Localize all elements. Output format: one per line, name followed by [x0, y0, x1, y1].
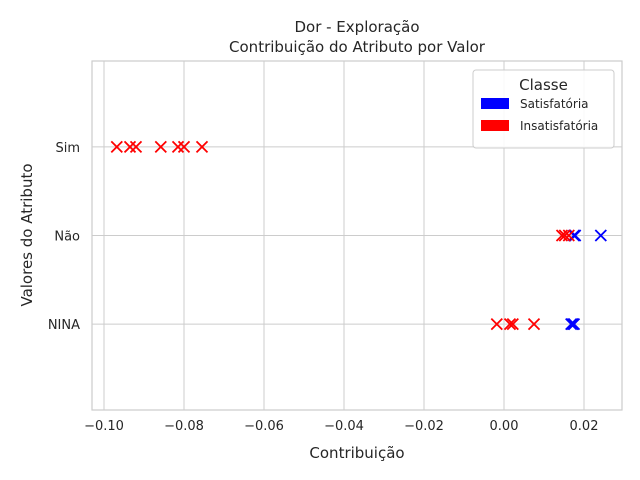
data-point-x-marker: [565, 317, 578, 331]
data-point-x-marker: [110, 140, 123, 154]
data-point-x-marker: [490, 317, 503, 331]
data-markers: [110, 140, 607, 331]
x-tick-label: 0.00: [490, 419, 519, 434]
legend-swatch-insatisfatoria: [481, 120, 509, 131]
data-point-x-marker: [177, 140, 191, 154]
data-point-x-marker: [527, 317, 541, 331]
data-point-x-marker: [558, 229, 571, 242]
legend-label-insatisfatoria: Insatisfatória: [520, 119, 598, 133]
data-point-x-marker: [171, 140, 185, 154]
data-point-x-marker: [594, 229, 607, 242]
data-point-x-marker: [123, 140, 137, 154]
data-point-x-marker: [129, 140, 143, 154]
legend-title: Classe: [519, 76, 568, 94]
x-tick-label: −0.06: [244, 419, 284, 434]
y-tick-label: NINA: [48, 318, 80, 333]
x-tick-label: −0.08: [164, 419, 204, 434]
data-point-x-marker: [195, 140, 209, 154]
data-point-x-marker: [154, 140, 167, 154]
legend: Classe Satisfatória Insatisfatória: [472, 69, 615, 149]
x-tick-label: −0.02: [404, 419, 444, 434]
y-tick-label: Não: [54, 230, 80, 245]
data-point-x-marker: [562, 229, 575, 242]
data-point-x-marker: [503, 317, 517, 331]
chart-title-line1: Dor - Exploração: [294, 18, 419, 36]
legend-swatch-satisfatoria: [481, 98, 509, 109]
x-axis-label: Contribuição: [309, 444, 404, 462]
chart-title-line2: Contribuição do Atributo por Valor: [229, 38, 486, 56]
y-axis-label: Valores do Atributo: [18, 163, 36, 306]
y-tick-label: Sim: [55, 141, 80, 156]
x-tick-label: 0.02: [570, 419, 599, 434]
plot-frame: [91, 60, 623, 411]
tick-labels: −0.10 −0.08 −0.06 −0.04 −0.02 0.00 0.02 Sim Não N…: [48, 141, 599, 434]
x-tick-label: −0.04: [324, 419, 364, 434]
x-tick-label: −0.10: [84, 419, 124, 434]
data-point-x-marker: [567, 317, 581, 331]
data-point-x-marker: [506, 317, 519, 331]
legend-label-satisfatoria: Satisfatória: [520, 97, 589, 111]
